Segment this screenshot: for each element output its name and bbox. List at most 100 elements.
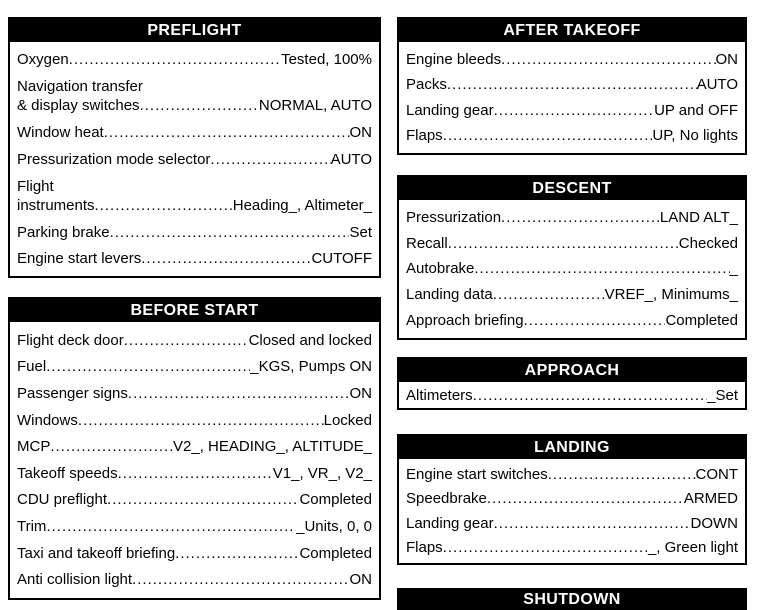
checklist-item-label: Engine bleeds <box>406 50 502 68</box>
checklist-row: Altimeters _Set <box>406 387 738 404</box>
checklist-item-label: Oxygen <box>17 51 69 69</box>
section-descent-body: Pressurization LAND ALT_ Recall Checked … <box>399 200 745 338</box>
checklist-item-value: ON <box>349 124 373 142</box>
section-approach: APPROACH Altimeters _Set <box>397 357 747 410</box>
checklist-item-label: MCP <box>17 438 51 456</box>
dot-leader <box>473 387 707 404</box>
checklist-item-label: Flight deck door <box>17 331 124 349</box>
checklist-item-label: Pressurization mode selector <box>17 150 211 168</box>
dot-leader <box>548 466 696 483</box>
checklist-item-value: AUTO <box>330 150 372 168</box>
checklist-row: Landing data VREF_, Minimums_ <box>406 286 738 303</box>
checklist-row: Recall Checked <box>406 235 738 252</box>
checklist-item-value: Checked <box>678 234 738 252</box>
dot-leader <box>118 465 273 482</box>
dot-leader <box>78 412 324 429</box>
section-preflight: PREFLIGHT Oxygen Tested, 100% Navigation… <box>8 17 381 278</box>
section-descent: DESCENT Pressurization LAND ALT_ Recall … <box>397 175 747 340</box>
checklist-item-label: Speedbrake <box>406 490 487 508</box>
dot-leader <box>493 286 605 303</box>
checklist-row: Oxygen Tested, 100% <box>17 51 372 68</box>
dot-leader <box>443 539 648 556</box>
checklist-item-value: Completed <box>665 312 738 330</box>
dot-leader <box>128 385 350 402</box>
dot-leader <box>141 250 311 267</box>
checklist-item-value: Tested, 100% <box>281 51 372 69</box>
dot-leader <box>124 332 249 349</box>
checklist-row: Flaps _, Green light <box>406 539 738 556</box>
checklist-item-value: _ <box>729 260 738 278</box>
checklist-row: Takeoff speeds V1_, VR_, V2_ <box>17 465 372 482</box>
section-shutdown: SHUTDOWN <box>397 588 747 610</box>
checklist-item-value: NORMAL, AUTO <box>258 97 372 115</box>
checklist-item-value: V2_, HEADING_, ALTITUDE_ <box>173 438 372 456</box>
dot-leader <box>494 102 655 119</box>
section-after-takeoff: AFTER TAKEOFF Engine bleeds ON Packs AUT… <box>397 17 747 155</box>
checklist-item-label: Packs <box>406 76 447 94</box>
checklist-item-label: Altimeters <box>406 386 473 404</box>
checklist-row: Approach briefing Completed <box>406 312 738 329</box>
checklist-row: Landing gear UP and OFF <box>406 102 738 119</box>
dot-leader <box>448 235 679 252</box>
dot-leader <box>46 518 296 535</box>
checklist-item-label: Takeoff speeds <box>17 464 118 482</box>
checklist-item-label: Landing data <box>406 286 493 304</box>
checklist-item-value: ON <box>349 571 373 589</box>
checklist-item-label: Window heat <box>17 124 104 142</box>
checklist-item-value: ON <box>349 384 373 402</box>
checklist-item-value: _, Green light <box>647 538 738 556</box>
dot-leader <box>210 151 330 168</box>
dot-leader <box>447 76 697 93</box>
checklist-item-value: Heading_, Altimeter_ <box>232 196 372 214</box>
checklist-item-label: Approach briefing <box>406 312 524 330</box>
dot-leader <box>443 127 653 144</box>
checklist-row: Trim _Units, 0, 0 <box>17 518 372 535</box>
dot-leader <box>46 358 250 375</box>
dot-leader <box>95 196 233 215</box>
section-preflight-header: PREFLIGHT <box>10 19 379 42</box>
dot-leader <box>474 260 729 277</box>
checklist-item-label: Flaps <box>406 538 443 556</box>
dot-leader <box>110 224 350 241</box>
section-before-start-body: Flight deck door Closed and locked Fuel … <box>10 322 379 598</box>
checklist-item-value: AUTO <box>696 76 738 94</box>
checklist-row: Engine start switches CONT <box>406 466 738 483</box>
checklist-row: Engine bleeds ON <box>406 51 738 68</box>
checklist-item-label: Flaps <box>406 127 443 145</box>
checklist-item-label: Engine start switches <box>406 466 548 484</box>
dot-leader <box>494 515 691 532</box>
section-before-start-header: BEFORE START <box>10 299 379 322</box>
checklist-item-value: CUTOFF <box>311 249 372 267</box>
checklist-row: CDU preflight Completed <box>17 491 372 508</box>
dot-leader <box>501 51 715 68</box>
dot-leader <box>104 124 350 141</box>
checklist-item-value: _KGS, Pumps ON <box>250 358 372 376</box>
dot-leader <box>524 312 666 329</box>
checklist-item-label: instruments <box>17 196 95 214</box>
checklist-row: Flight deck door Closed and locked <box>17 332 372 349</box>
section-landing-header: LANDING <box>399 436 745 459</box>
checklist-item-label: Pressurization <box>406 208 502 226</box>
checklist-item-label: Engine start levers <box>17 249 142 267</box>
checklist-item-value: ARMED <box>683 490 738 508</box>
checklist-item-value: ON <box>715 50 739 68</box>
checklist-item-value: Completed <box>299 491 372 509</box>
checklist-item-label: Trim <box>17 518 47 535</box>
checklist-item-value: DOWN <box>690 514 739 532</box>
checklist-item-value: _Set <box>707 386 738 404</box>
checklist-item-value: UP and OFF <box>654 101 738 119</box>
dot-leader <box>50 438 173 455</box>
checklist-item-value: Set <box>349 223 372 241</box>
dot-leader <box>69 51 281 68</box>
checklist-item-value: V1_, VR_, V2_ <box>272 464 372 482</box>
section-approach-header: APPROACH <box>399 359 745 382</box>
checklist-item-label: Windows <box>17 411 78 429</box>
checklist-item-value: UP, No lights <box>652 127 738 145</box>
checklist-item-label: Fuel <box>17 358 47 376</box>
checklist-item-label: Recall <box>406 234 448 252</box>
checklist-item-value: Closed and locked <box>248 331 372 349</box>
section-approach-body: Altimeters _Set <box>399 382 745 408</box>
section-after-takeoff-header: AFTER TAKEOFF <box>399 19 745 42</box>
dot-leader <box>487 490 684 507</box>
